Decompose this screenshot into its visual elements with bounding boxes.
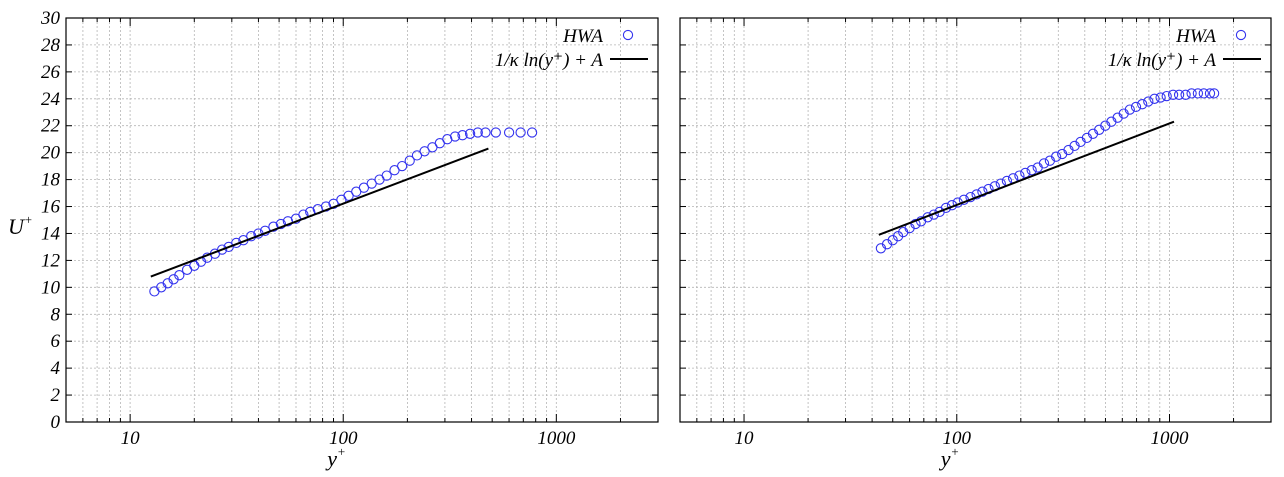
data-point: [174, 270, 185, 281]
data-point: [449, 131, 461, 142]
data-point: [1180, 89, 1191, 100]
y-tick-label: 6: [51, 331, 61, 352]
data-point: [381, 170, 392, 181]
y-tick-label: 18: [41, 170, 61, 191]
data-point: [503, 127, 515, 138]
legend-marker-hwa: [1235, 29, 1247, 41]
data-point: [887, 235, 898, 246]
tick-marks: [680, 17, 1271, 423]
data-point: [328, 198, 339, 209]
data-point: [1198, 88, 1209, 99]
data-point: [1208, 88, 1220, 99]
legend-label-hwa: HWA: [1175, 26, 1216, 47]
x-tick-label: 10: [121, 428, 141, 449]
y-tick-label: 30: [40, 8, 61, 29]
grid-lines: [66, 18, 658, 422]
y-tick-label: 28: [41, 35, 61, 56]
data-point: [1050, 151, 1062, 162]
chart-panel-2: 10 100 1000 y+ HWA 1/κ ln(y⁺) + A: [679, 17, 1272, 471]
x-axis-title: y+: [325, 444, 346, 471]
data-point: [1143, 96, 1154, 107]
x-tick-label: 10: [735, 428, 755, 449]
data-point: [977, 186, 988, 197]
y-tick-label: 0: [51, 412, 61, 433]
y-tick-label: 2: [51, 385, 61, 406]
legend-marker-hwa: [622, 29, 634, 41]
data-point: [1038, 158, 1050, 169]
plot-frame: [65, 17, 659, 423]
y-tick-label: 10: [41, 277, 61, 298]
y-tick-label: 4: [51, 358, 61, 379]
y-tick-label: 24: [41, 89, 61, 110]
y-tick-label: 8: [51, 304, 61, 325]
data-point: [275, 218, 287, 230]
data-point: [1137, 99, 1148, 110]
data-point: [216, 244, 228, 255]
x-axis-title: y+: [939, 444, 960, 471]
data-point: [1192, 88, 1204, 99]
data-point: [526, 127, 538, 138]
legend-label-log-law: 1/κ ln(y⁺) + A: [1108, 50, 1217, 71]
data-point: [1149, 93, 1160, 104]
data-point: [490, 127, 501, 138]
plot-frame: [679, 17, 1272, 423]
data-point: [971, 189, 982, 200]
y-tick-label: 22: [41, 116, 61, 137]
data-point: [515, 127, 526, 138]
data-point: [358, 182, 370, 193]
data-point: [472, 127, 483, 138]
data-point: [1124, 104, 1135, 115]
data-point: [1155, 92, 1166, 103]
grid-lines: [680, 18, 1271, 422]
data-point: [457, 130, 468, 141]
data-point: [1167, 89, 1179, 100]
data-point: [404, 155, 415, 166]
legend-label-log-law: 1/κ ln(y⁺) + A: [495, 50, 604, 71]
data-point: [1130, 101, 1142, 113]
y-tick-label: 16: [41, 197, 61, 218]
y-tick-label: 14: [41, 223, 61, 244]
data-point: [1204, 88, 1216, 99]
data-point: [464, 128, 476, 139]
x-tick-label: 1000: [1151, 428, 1190, 449]
legend: HWA 1/κ ln(y⁺) + A: [1108, 26, 1261, 71]
data-area: [149, 127, 538, 297]
x-tick-label: 100: [943, 428, 972, 449]
data-point: [396, 160, 408, 172]
x-tick-label: 1000: [537, 428, 576, 449]
data-point: [1173, 89, 1185, 100]
log-law-line: [878, 120, 1175, 236]
legend-label-hwa: HWA: [562, 26, 603, 47]
data-point: [910, 218, 921, 230]
y-tick-label: 20: [41, 143, 61, 164]
data-point: [442, 134, 453, 145]
y-axis-title: U+: [8, 212, 33, 239]
data-point: [1026, 165, 1037, 176]
data-point: [480, 127, 491, 138]
data-point: [1161, 90, 1172, 102]
log-law-line: [150, 147, 489, 278]
x-tick-label: 100: [329, 428, 358, 449]
data-point: [149, 286, 160, 297]
y-tick-label: 12: [41, 250, 61, 271]
legend: HWA 1/κ ln(y⁺) + A: [495, 26, 648, 71]
tick-marks: [66, 17, 658, 423]
data-point: [268, 221, 279, 232]
data-point: [1186, 88, 1197, 99]
data-area: [875, 88, 1220, 254]
data-point: [1020, 167, 1031, 179]
y-tick-label: 26: [41, 62, 61, 83]
